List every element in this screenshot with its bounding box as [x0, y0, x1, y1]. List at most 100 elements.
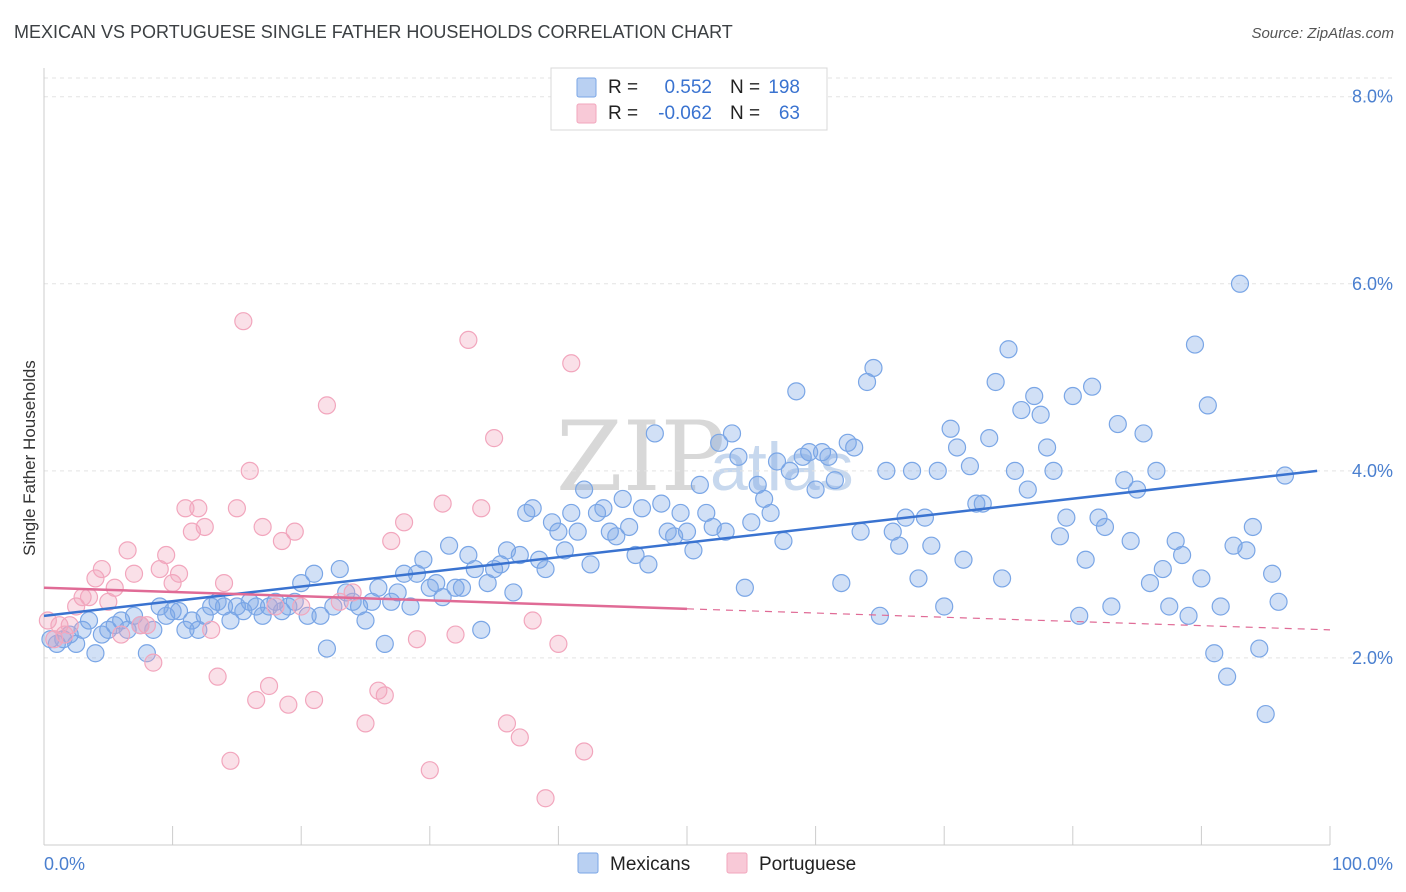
scatter-point-mexicans [941, 419, 960, 438]
scatter-point-portuguese [356, 714, 375, 733]
legend-r-value-1: -0.062 [658, 103, 712, 124]
bottom-legend-swatch-mexicans [577, 852, 599, 874]
scatter-points [38, 274, 1295, 808]
scatter-point-portuguese [317, 396, 337, 415]
scatter-point-mexicans [446, 578, 465, 597]
scatter-point-portuguese [92, 559, 111, 579]
legend-r-value-0: 0.552 [664, 77, 712, 98]
scatter-point-mexicans [1205, 644, 1224, 663]
scatter-point-portuguese [55, 625, 74, 644]
scatter-point-mexicans [169, 602, 189, 621]
scatter-point-mexicans [684, 541, 703, 560]
scatter-point-mexicans [1230, 274, 1250, 293]
scatter-point-portuguese [292, 597, 311, 616]
scatter-point-mexicans [1076, 550, 1095, 569]
axes [43, 68, 1331, 846]
scatter-point-mexicans [1082, 377, 1102, 396]
scatter-point-portuguese [382, 531, 401, 551]
scatter-point-mexicans [774, 531, 793, 551]
scatter-point-mexicans [645, 424, 664, 443]
scatter-point-mexicans [163, 602, 182, 621]
scatter-point-mexicans [86, 644, 105, 663]
y-tick-label: 6.0% [1352, 274, 1393, 294]
scatter-point-portuguese [446, 625, 465, 644]
scatter-point-mexicans [1243, 517, 1262, 537]
grid-lines [44, 77, 1392, 659]
scatter-point-mexicans [980, 429, 999, 448]
scatter-point-mexicans [472, 620, 491, 639]
scatter-point-mexicans [922, 536, 941, 555]
scatter-point-portuguese [169, 564, 189, 583]
scatter-point-mexicans [1160, 597, 1179, 616]
scatter-point-portuguese [176, 499, 195, 518]
scatter-point-mexicans [1153, 559, 1172, 579]
scatter-point-mexicans [735, 578, 754, 597]
scatter-point-mexicans [1005, 461, 1025, 480]
scatter-point-mexicans [1185, 335, 1205, 354]
scatter-point-portuguese [189, 499, 208, 518]
scatter-point-mexicans [825, 471, 844, 490]
scatter-point-mexicans [800, 443, 819, 462]
scatter-point-portuguese [124, 564, 144, 583]
scatter-point-mexicans [1102, 597, 1121, 616]
scatter-point-mexicans [465, 559, 484, 579]
scatter-point-portuguese [214, 573, 234, 593]
scatter-point-portuguese [562, 354, 581, 373]
scatter-point-portuguese [234, 312, 253, 331]
bottom-legend-label-portuguese: Portuguese [759, 854, 856, 875]
scatter-point-mexicans [722, 424, 742, 443]
scatter-point-mexicans [555, 541, 574, 560]
legend-n-label-1: N = [730, 103, 760, 124]
scatter-point-mexicans [1031, 405, 1050, 424]
y-axis-label: Single Father Households [20, 360, 39, 556]
scatter-point-mexicans [845, 438, 864, 457]
scatter-point-portuguese [420, 761, 439, 780]
scatter-point-portuguese [510, 728, 529, 747]
trend-line-portuguese-extrapolated [686, 608, 1331, 631]
legend-r-label-1: R = [608, 103, 638, 124]
scatter-point-mexicans [1070, 606, 1089, 625]
y-tick-label: 4.0% [1352, 461, 1393, 481]
scatter-point-portuguese [375, 686, 394, 705]
scatter-point-mexicans [652, 494, 671, 513]
scatter-point-mexicans [356, 611, 375, 630]
scatter-point-mexicans [510, 545, 529, 565]
scatter-point-portuguese [259, 676, 279, 696]
scatter-point-portuguese [50, 616, 69, 635]
x-tick-labels: 0.0% 100.0% [44, 854, 1393, 874]
trend-line-mexicans [43, 469, 1318, 618]
scatter-point-mexicans [311, 606, 330, 625]
scatter-point-mexicans [729, 447, 748, 466]
scatter-point-portuguese [240, 461, 259, 480]
legend-swatch-mexicans [576, 77, 597, 98]
chart-title: MEXICAN VS PORTUGUESE SINGLE FATHER HOUS… [14, 22, 733, 42]
scatter-point-portuguese [137, 616, 156, 635]
scatter-point-portuguese [247, 690, 266, 710]
scatter-point-mexicans [928, 461, 947, 480]
scatter-point-mexicans [1063, 386, 1082, 406]
scatter-point-mexicans [1018, 480, 1037, 499]
scatter-point-mexicans [935, 597, 954, 616]
scatter-point-portuguese [208, 667, 227, 686]
scatter-point-mexicans [1057, 508, 1076, 527]
scatter-point-portuguese [394, 513, 414, 532]
scatter-point-portuguese [112, 625, 131, 644]
trend-line-portuguese [43, 586, 688, 611]
scatter-point-mexicans [1050, 527, 1070, 546]
scatter-point-portuguese [433, 494, 452, 513]
bottom-legend: Mexicans Portuguese [577, 852, 856, 875]
scatter-point-mexicans [620, 517, 639, 537]
scatter-point-mexicans [388, 583, 407, 602]
legend-frame [550, 67, 828, 131]
scatter-point-mexicans [1095, 517, 1115, 537]
scatter-point-portuguese [575, 742, 594, 761]
scatter-point-mexicans [1108, 414, 1127, 434]
scatter-point-mexicans [632, 499, 652, 518]
legend-n-label-0: N = [730, 77, 760, 98]
scatter-point-mexicans [877, 461, 896, 480]
y-tick-labels: 2.0% 4.0% 6.0% 8.0% [1352, 87, 1393, 668]
scatter-point-mexicans [1037, 438, 1057, 457]
scatter-point-portuguese [523, 611, 542, 630]
legend-n-value-0: 198 [768, 77, 800, 98]
scatter-point-mexicans [909, 569, 928, 588]
